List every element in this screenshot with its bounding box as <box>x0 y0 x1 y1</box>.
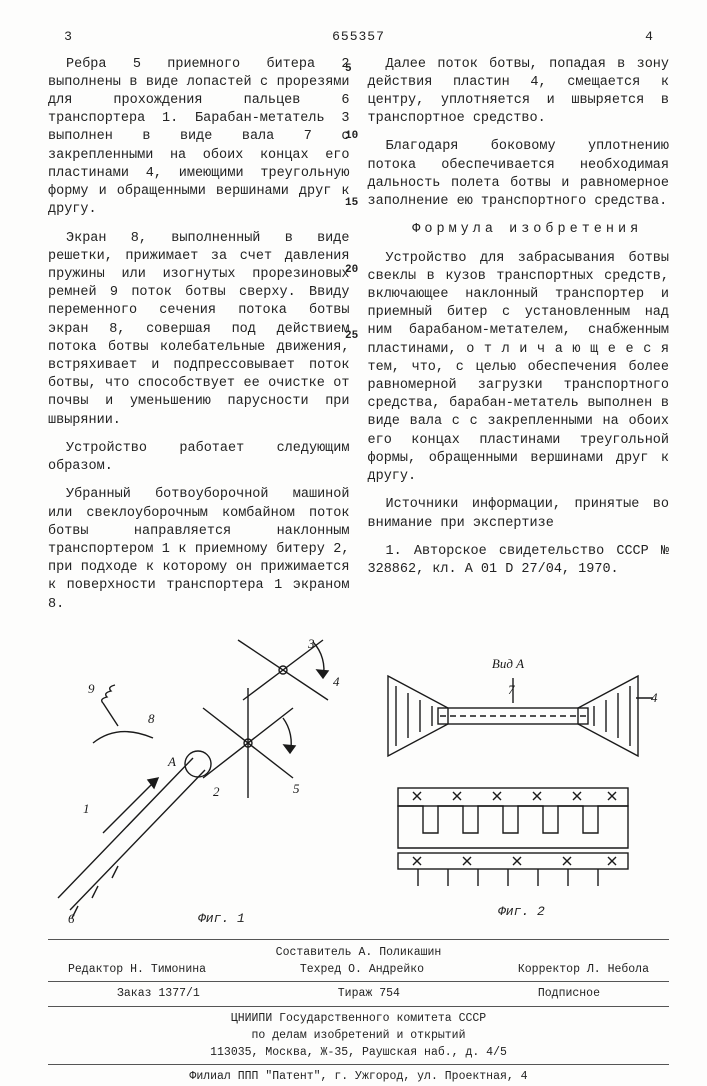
order-number: Заказ 1377/1 <box>117 985 200 1002</box>
printer-line: Филиал ППП "Патент", г. Ужгород, ул. Про… <box>48 1068 669 1085</box>
fig2-top-label: Вид A <box>492 658 524 671</box>
colophon: Составитель А. Поликашин Редактор Н. Тим… <box>48 939 669 1086</box>
techred: Техред О. Андрейко <box>300 961 424 978</box>
svg-text:5: 5 <box>293 781 300 796</box>
svg-text:2: 2 <box>213 784 220 799</box>
svg-text:A: A <box>167 754 176 769</box>
paragraph: Устройство для забрасывания ботвы свеклы… <box>368 250 670 487</box>
svg-text:6: 6 <box>68 911 75 926</box>
org-line-2: по делам изобретений и открытий <box>48 1027 669 1044</box>
compiler-line: Составитель А. Поликашин <box>48 944 669 961</box>
paragraph: Источники информации, принятые во вниман… <box>368 496 670 532</box>
document-number: 655357 <box>88 28 629 46</box>
line-marker: 15 <box>345 196 358 211</box>
figure-1-caption: Фиг. 1 <box>198 910 245 928</box>
line-marker: 5 <box>345 62 358 77</box>
page-number-right: 4 <box>629 28 669 46</box>
editor: Редактор Н. Тимонина <box>68 961 206 978</box>
corrector: Корректор Л. Небола <box>518 961 649 978</box>
line-marker: 25 <box>345 329 358 344</box>
svg-text:9: 9 <box>88 681 95 696</box>
left-column: Ребра 5 приемного битера 2 выполнены в в… <box>48 56 350 624</box>
address-1: 113035, Москва, Ж-35, Раушская наб., д. … <box>48 1044 669 1065</box>
line-marker: 10 <box>345 129 358 144</box>
figure-2: Вид A 7 4 <box>368 658 658 918</box>
paragraph: Экран 8, выполненный в виде решетки, при… <box>48 230 350 430</box>
paragraph: Устройство работает следующим образом. <box>48 440 350 476</box>
svg-text:4: 4 <box>651 690 658 705</box>
formula-heading: Формула изобретения <box>368 221 670 239</box>
figure-2-caption: Фиг. 2 <box>498 903 545 921</box>
podpisnoe: Подписное <box>538 985 600 1002</box>
tirazh: Тираж 754 <box>338 985 400 1002</box>
paragraph: Убранный ботвоуборочной машиной или свек… <box>48 486 350 614</box>
line-number-gutter: 5 10 15 20 25 <box>345 62 358 344</box>
svg-text:1: 1 <box>83 801 90 816</box>
paragraph: 1. Авторское свидетельство СССР № 328862… <box>368 543 670 579</box>
paragraph: Благодаря боковому уплотнению потока обе… <box>368 138 670 211</box>
figures-area: 1 2 3 4 5 6 8 9 A Фиг. 1 <box>48 628 669 933</box>
text-columns: Ребра 5 приемного битера 2 выполнены в в… <box>48 56 669 624</box>
org-line-1: ЦНИИПИ Государственного комитета СССР <box>48 1010 669 1027</box>
page-header: 3 655357 4 <box>48 28 669 46</box>
svg-text:8: 8 <box>148 711 155 726</box>
right-column: Далее поток ботвы, попадая в зону действ… <box>368 56 670 624</box>
line-marker: 20 <box>345 263 358 278</box>
svg-text:3: 3 <box>307 636 315 651</box>
paragraph: Ребра 5 приемного битера 2 выполнены в в… <box>48 56 350 220</box>
figure-1: 1 2 3 4 5 6 8 9 A <box>48 628 358 928</box>
svg-text:4: 4 <box>333 674 340 689</box>
page-number-left: 3 <box>48 28 88 46</box>
paragraph: Далее поток ботвы, попадая в зону действ… <box>368 56 670 129</box>
svg-text:7: 7 <box>508 682 515 697</box>
